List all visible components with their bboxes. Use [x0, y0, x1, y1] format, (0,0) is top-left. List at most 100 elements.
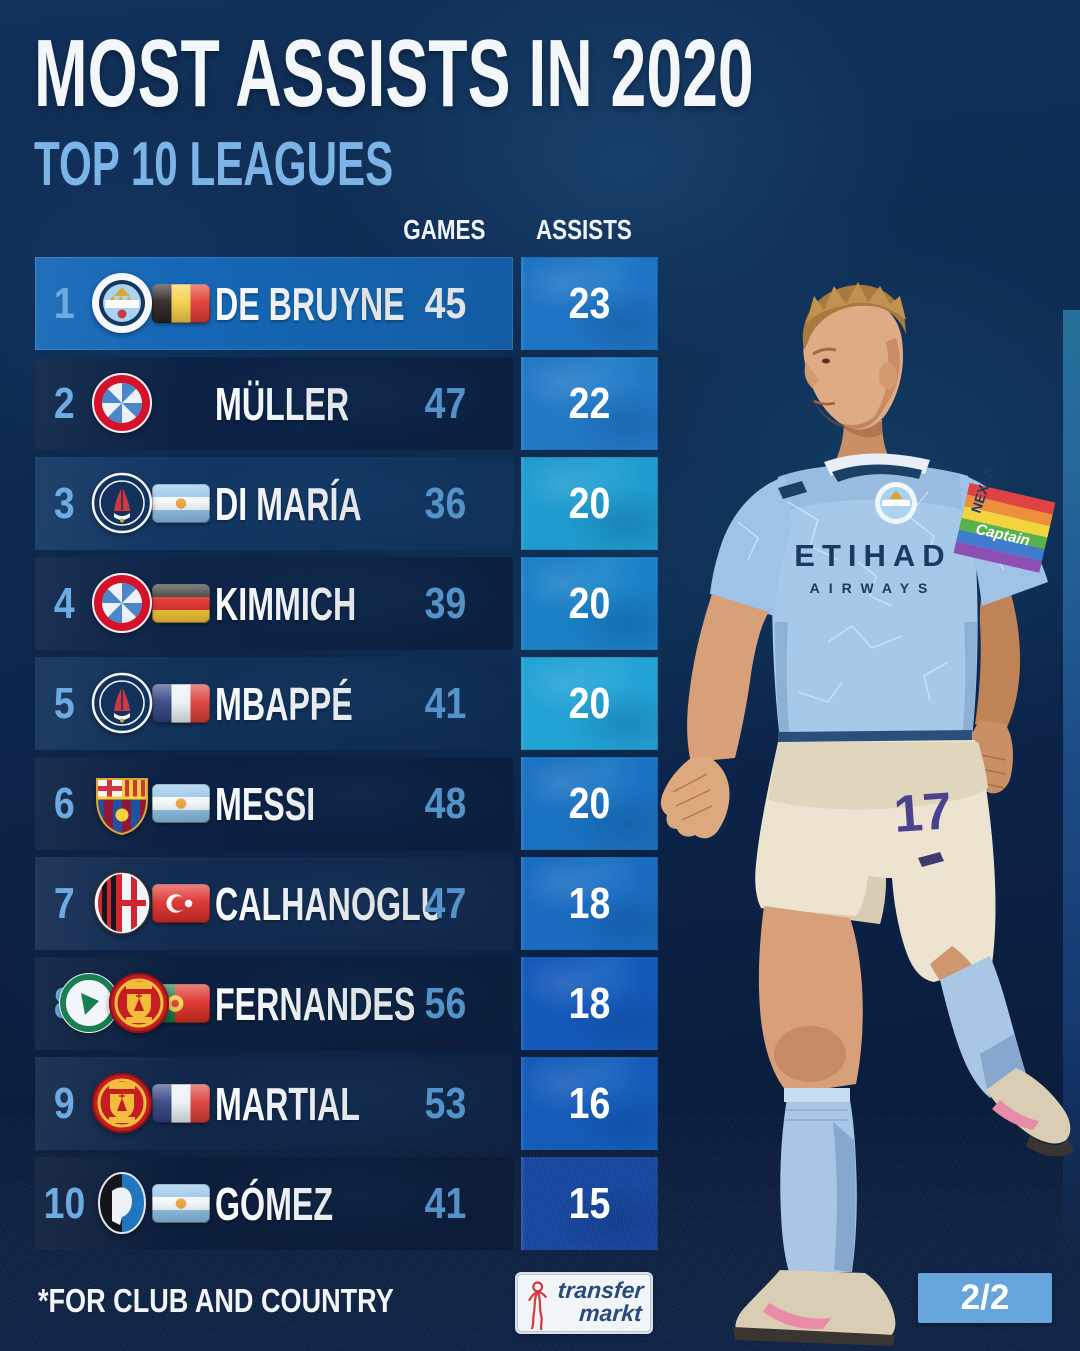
flag-argentina	[152, 1184, 210, 1223]
games-value: 41	[424, 1178, 466, 1228]
rank: 4	[53, 578, 75, 628]
row-main: 7 CALHANOGLU 47	[35, 857, 513, 950]
assists-value: 20	[568, 678, 611, 728]
table-row: 9 MARTIAL 53 16	[35, 1057, 658, 1150]
assists-cell: 20	[521, 457, 658, 550]
rank: 3	[53, 478, 75, 528]
flag-belgium	[152, 284, 210, 323]
armband-text: Captain	[974, 521, 1031, 550]
assists-value: 20	[568, 478, 611, 528]
assists-value: 20	[568, 578, 611, 628]
flag-argentina	[152, 484, 210, 523]
player-name: MÜLLER	[215, 377, 350, 430]
row-main: 9 MARTIAL 53	[35, 1057, 513, 1150]
club-badge-bayern-munich	[90, 571, 154, 635]
flag-france	[152, 684, 210, 723]
player-name: DE BRUYNE	[215, 277, 405, 330]
transfermarkt-figure-icon	[528, 1281, 547, 1330]
flag-france	[152, 1084, 210, 1123]
table-row: 5 MBAPPÉ 41 20	[35, 657, 658, 750]
club-badge-atalanta	[90, 1171, 154, 1235]
rank: 7	[53, 878, 75, 928]
transfermarkt-wordmark: transfer markt	[556, 1277, 645, 1327]
table-row: 6 MESSI 48 20	[35, 757, 658, 850]
table-row: 4 KIMMICH 39 20	[35, 557, 658, 650]
rank: 1	[53, 278, 75, 328]
assists-value: 20	[568, 778, 611, 828]
page-subtitle: TOP 10 LEAGUES	[34, 134, 562, 196]
assists-value: 22	[568, 378, 611, 428]
row-main: 6 MESSI 48	[35, 757, 513, 850]
transfermarkt-logo: transfer markt	[517, 1274, 651, 1332]
ranking-table: 1 DE BRUYNE 45 23 2 MÜLLER 47 22	[35, 257, 658, 1250]
assists-cell: 18	[521, 957, 658, 1050]
rank: 6	[53, 778, 75, 828]
games-value: 53	[424, 1078, 466, 1128]
logo-line1: transfer	[557, 1277, 645, 1303]
footnote: *FOR CLUB AND COUNTRY	[38, 1282, 394, 1319]
row-main: 3 DI MARÍA 36	[35, 457, 513, 550]
row-main: 8 FERNANDES 56	[35, 957, 513, 1050]
player-photo-de-bruyne: Captain NEXEN ETIHAD AIRWAYS 17	[660, 282, 1074, 1346]
page-subtitle-text: TOP 10 LEAGUES	[34, 130, 394, 199]
games-value: 45	[424, 278, 466, 328]
assists-cell: 18	[521, 857, 658, 950]
assists-value: 15	[568, 1178, 611, 1228]
club-badge-manchester-united	[90, 1071, 154, 1135]
flag-argentina	[152, 784, 210, 823]
assists-cell: 22	[521, 357, 658, 450]
shorts-number: 17	[892, 782, 954, 844]
assists-value: 23	[568, 278, 611, 328]
logo-line2: markt	[578, 1300, 644, 1327]
table-row: 3 DI MARÍA 36 20	[35, 457, 658, 550]
column-header-games: GAMES	[402, 214, 486, 245]
sleeve-sponsor-text: NEXEN	[968, 464, 998, 515]
games-value: 47	[424, 378, 466, 428]
games-value: 47	[424, 878, 466, 928]
club-badge-manchester-city	[90, 271, 154, 335]
table-row: 2 MÜLLER 47 22	[35, 357, 658, 450]
table-row: 1 DE BRUYNE 45 23	[35, 257, 658, 350]
rank: 10	[43, 1178, 85, 1228]
assists-cell: 16	[521, 1057, 658, 1150]
flag-turkey	[152, 884, 210, 923]
page-title-text: MOST ASSISTS IN 2020	[34, 20, 754, 127]
player-name: FERNANDES	[215, 977, 416, 1030]
right-edge-glow	[1063, 310, 1080, 1260]
assists-value: 18	[568, 878, 611, 928]
rank: 5	[53, 678, 75, 728]
assists-cell: 20	[521, 557, 658, 650]
row-main: 5 MBAPPÉ 41	[35, 657, 513, 750]
player-name: DI MARÍA	[215, 477, 362, 530]
rank: 9	[53, 1078, 75, 1128]
player-name: MBAPPÉ	[215, 677, 353, 730]
games-value: 48	[424, 778, 466, 828]
games-value: 56	[424, 978, 466, 1028]
player-name: KIMMICH	[215, 577, 357, 630]
row-main: 10 GÓMEZ 41	[35, 1157, 513, 1250]
assists-cell: 20	[521, 657, 658, 750]
player-name: MESSI	[215, 777, 316, 830]
page-indicator-badge: 2/2	[918, 1273, 1052, 1323]
games-value: 39	[424, 578, 466, 628]
club-badge-manchester-united	[107, 971, 171, 1035]
assists-cell: 15	[521, 1157, 658, 1250]
assists-value: 18	[568, 978, 611, 1028]
games-value: 36	[424, 478, 466, 528]
games-value: 41	[424, 678, 466, 728]
page-title: MOST ASSISTS IN 2020	[34, 26, 1080, 122]
row-main: 2 MÜLLER 47	[35, 357, 513, 450]
club-badge-ac-milan	[90, 871, 154, 935]
flag-germany	[152, 584, 210, 623]
club-badge-psg	[90, 471, 154, 535]
assists-cell: 20	[521, 757, 658, 850]
player-name: CALHANOGLU	[215, 877, 444, 930]
player-name: GÓMEZ	[215, 1177, 334, 1230]
assists-value: 16	[568, 1078, 611, 1128]
table-row: 8 FERNANDES 56 18	[35, 957, 658, 1050]
club-badge-barcelona	[90, 771, 154, 835]
rank: 2	[53, 378, 75, 428]
column-header-assists: ASSISTS	[536, 214, 632, 245]
jersey-sponsor-line2: AIRWAYS	[810, 580, 937, 596]
